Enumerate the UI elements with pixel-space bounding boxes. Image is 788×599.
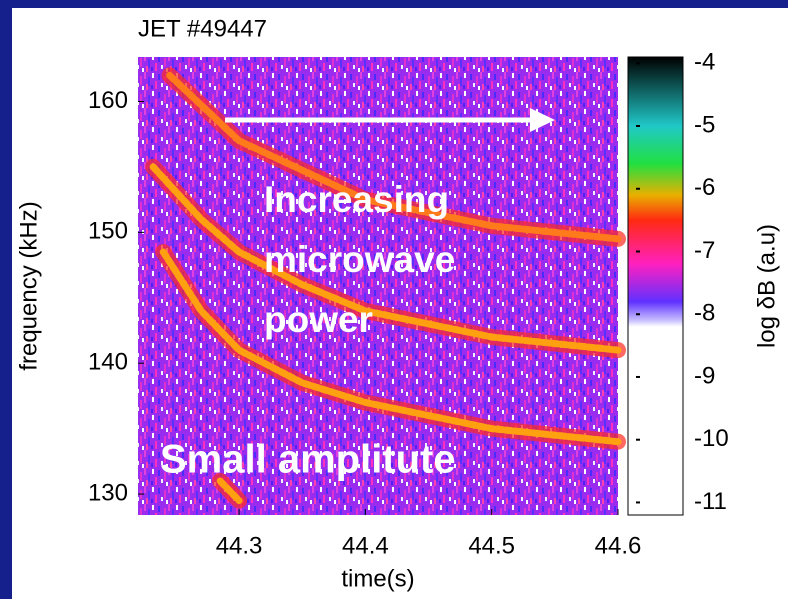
x-tick-label: 44.4 (342, 532, 389, 559)
arrow (225, 108, 555, 132)
colorbar-tick-label: -7 (694, 237, 715, 264)
mode-line (149, 163, 622, 354)
y-tick-label: 130 (88, 479, 128, 506)
annotation: microwave (264, 239, 455, 280)
colorbar-tick-label: -4 (694, 49, 715, 76)
y-tick-label: 140 (88, 349, 128, 376)
annotation: Small amplitute (160, 438, 456, 482)
annotation: Increasing (264, 179, 449, 220)
colorbar-tick-label: -6 (694, 174, 715, 201)
colorbar-tick-label: -10 (694, 425, 729, 452)
x-tick-label: 44.6 (595, 532, 642, 559)
colorbar-tick-label: -8 (694, 300, 715, 327)
colorbar-label: log δB (a.u) (753, 224, 780, 348)
colorbar-tick-label: -11 (694, 488, 727, 515)
y-tick-label: 160 (88, 87, 128, 114)
x-tick-label: 44.5 (468, 532, 515, 559)
x-tick-label: 44.3 (216, 532, 263, 559)
chart-title: JET #49447 (138, 15, 267, 42)
colorbar-tick-label: -5 (694, 111, 715, 138)
colorbar-tick-label: -9 (694, 362, 715, 389)
mode-line (166, 71, 622, 243)
x-axis-label: time(s) (341, 565, 414, 592)
colorbar (627, 56, 684, 516)
mode-line (216, 477, 243, 505)
y-axis-label: frequency (kHz) (15, 201, 42, 370)
annotation: power (264, 299, 373, 340)
arrow-head (530, 108, 555, 132)
y-tick-label: 150 (88, 218, 128, 245)
plot (145, 67, 626, 509)
mode-line (159, 248, 622, 446)
